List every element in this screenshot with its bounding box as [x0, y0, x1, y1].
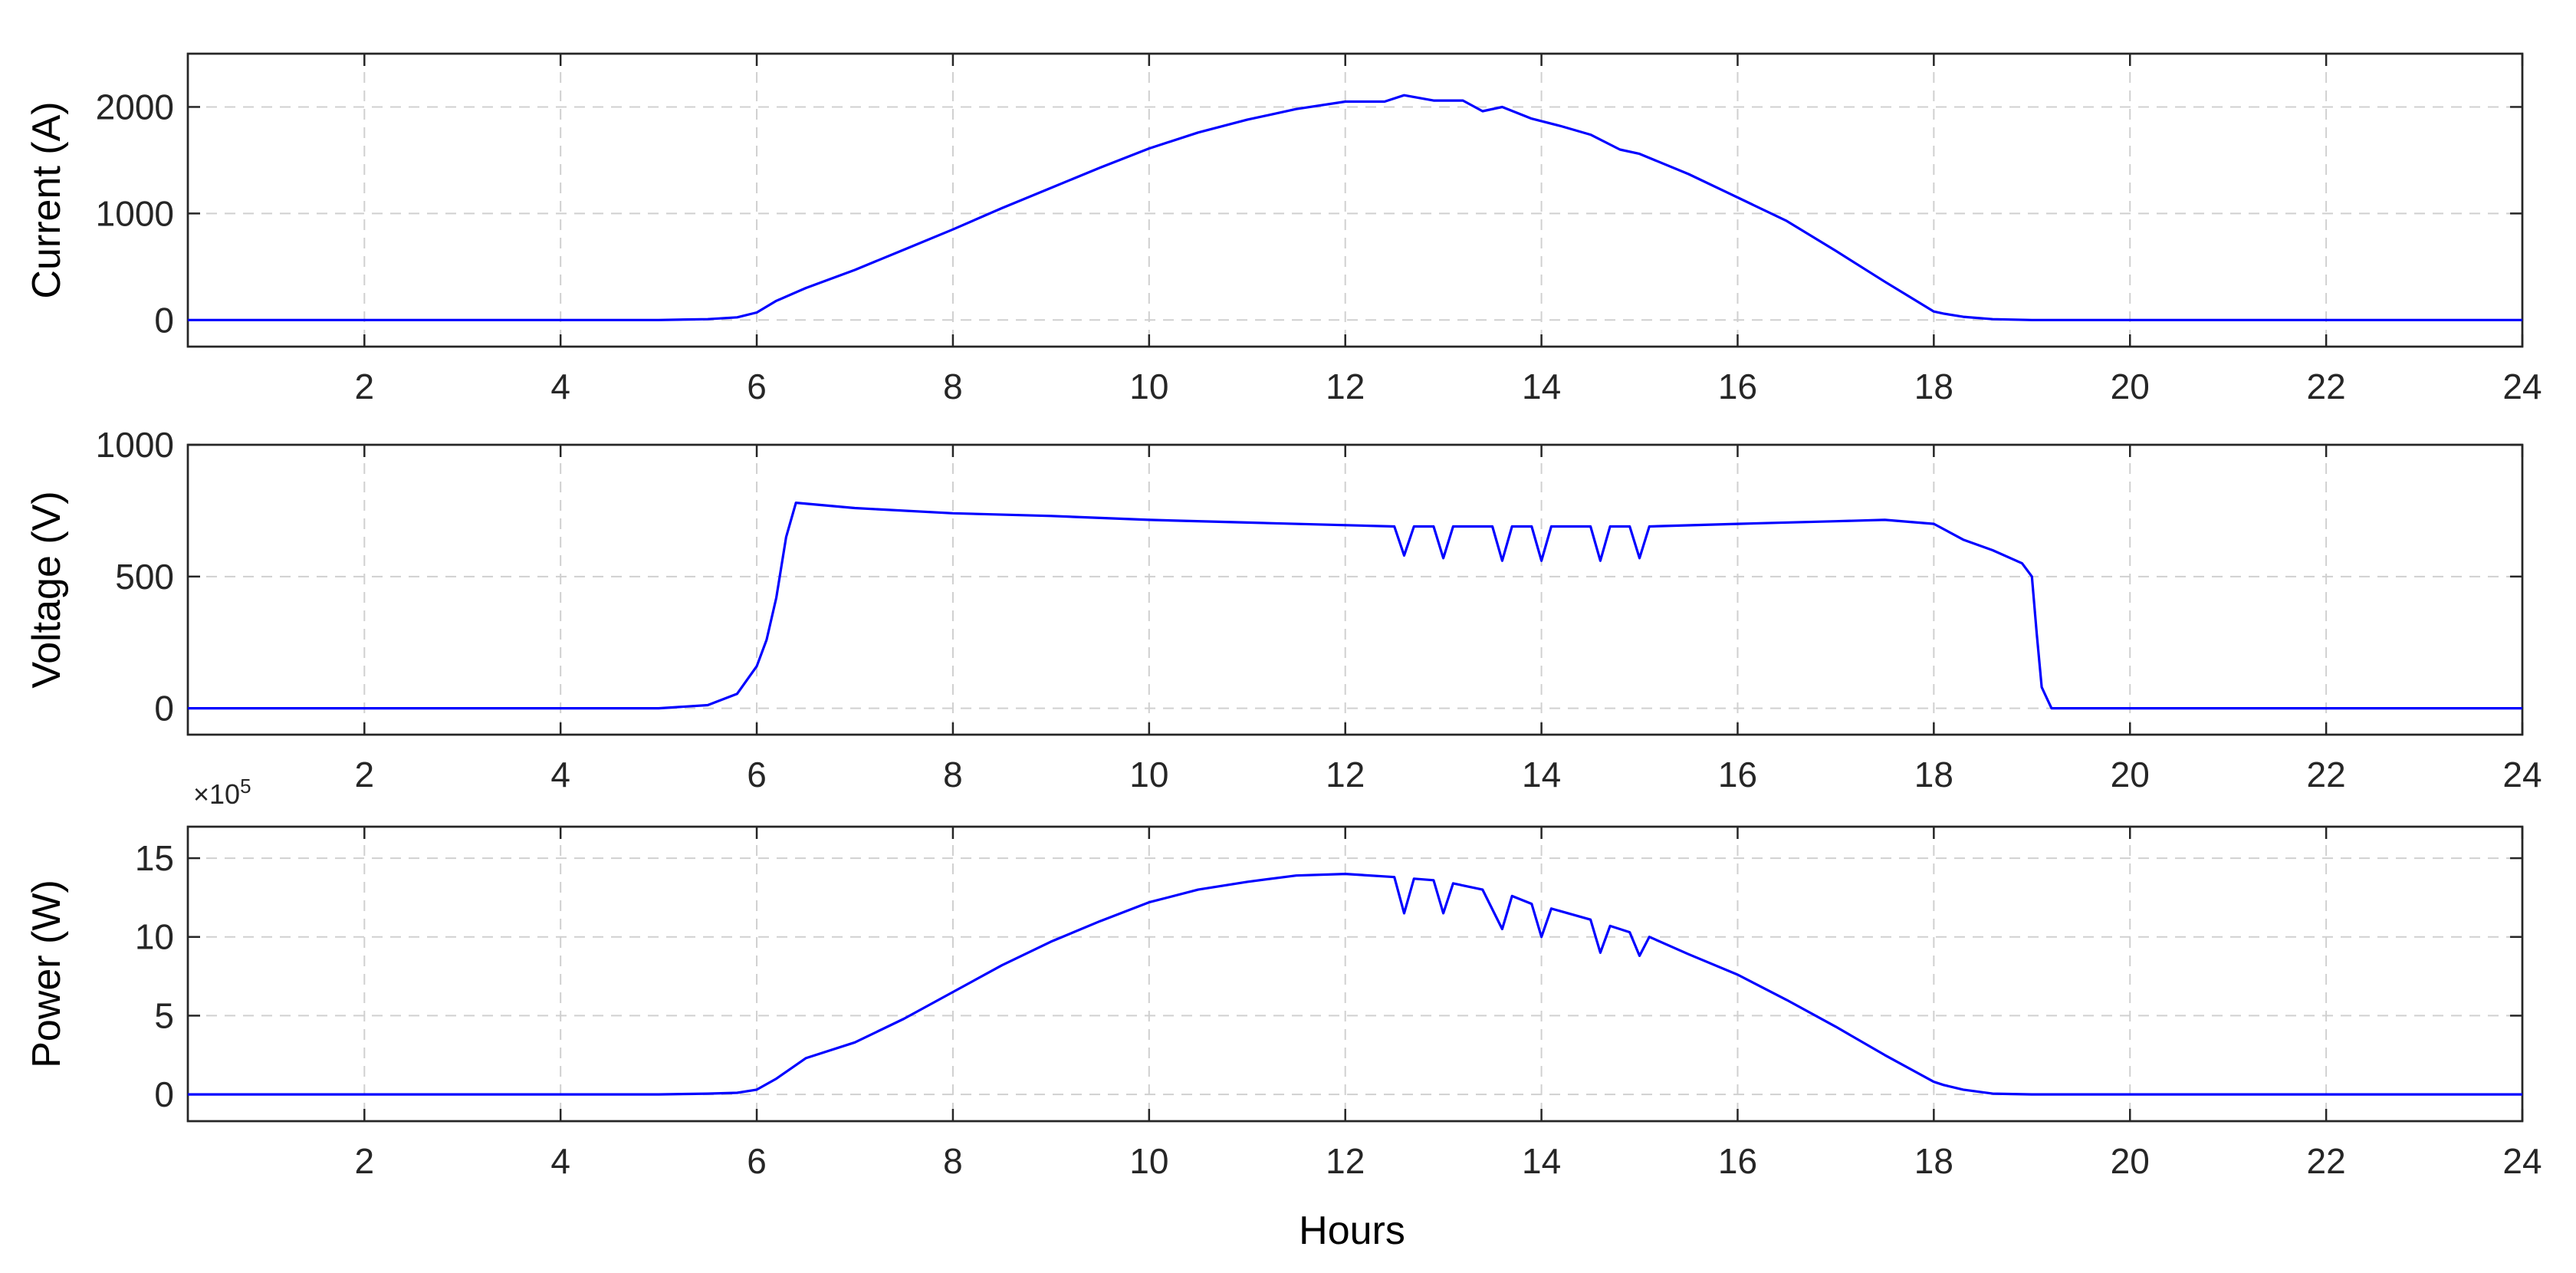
exponent-base: ×10 [193, 778, 240, 810]
power-frame [186, 825, 2524, 1123]
power-xtick-label: 10 [1129, 1141, 1168, 1181]
voltage-xtick-label: 2 [354, 755, 374, 794]
power-xtick-label: 18 [1914, 1141, 1953, 1181]
voltage-frame [186, 443, 2524, 736]
voltage-xtick-label: 24 [2502, 755, 2542, 794]
power-xtick-label: 6 [747, 1141, 767, 1181]
power-xtick-label: 20 [2111, 1141, 2150, 1181]
current-xtick-label: 16 [1718, 367, 1757, 406]
voltage-plot-area [186, 443, 2524, 736]
power-ytick-label: 0 [154, 1074, 174, 1114]
current-xtick-label: 2 [354, 367, 374, 406]
voltage-xtick-label: 14 [1522, 755, 1561, 794]
power-ylabel: Power (W) [25, 880, 69, 1068]
current-ytick-label: 2000 [96, 87, 174, 127]
current-xtick-label: 14 [1522, 367, 1561, 406]
voltage-ytick-label: 500 [115, 557, 174, 597]
power-series-line [188, 872, 2522, 1096]
power-xtick-label: 24 [2502, 1141, 2542, 1181]
current-ytick-label: 1000 [96, 193, 174, 233]
current-plot-area [186, 52, 2524, 348]
power-ytick-label: 15 [135, 838, 174, 878]
current-frame [186, 52, 2524, 348]
power-ytick-label: 10 [135, 917, 174, 957]
voltage-ylabel: Voltage (V) [25, 491, 69, 688]
power-ytick-label: 5 [154, 995, 174, 1035]
power-xtick-label: 2 [354, 1141, 374, 1181]
voltage-ytick-label: 1000 [96, 425, 174, 465]
voltage-xtick-label: 10 [1129, 755, 1168, 794]
voltage-xtick-label: 8 [943, 755, 963, 794]
current-xtick-label: 8 [943, 367, 963, 406]
power-xtick-label: 22 [2307, 1141, 2346, 1181]
power-xtick-label: 8 [943, 1141, 963, 1181]
current-xtick-label: 6 [747, 367, 767, 406]
current-series-line [188, 94, 2522, 321]
voltage-xtick-label: 6 [747, 755, 767, 794]
voltage-xtick-label: 16 [1718, 755, 1757, 794]
voltage-xtick-label: 18 [1914, 755, 1953, 794]
power-xtick-label: 14 [1522, 1141, 1561, 1181]
power-xtick-label: 16 [1718, 1141, 1757, 1181]
exponent-power: 5 [240, 775, 251, 798]
current-xtick-label: 20 [2111, 367, 2150, 406]
power-plot-area [186, 825, 2524, 1123]
current-xtick-label: 18 [1914, 367, 1953, 406]
voltage-xtick-label: 20 [2111, 755, 2150, 794]
current-xtick-label: 24 [2502, 367, 2542, 406]
current-ytick-label: 0 [154, 300, 174, 340]
power-xtick-label: 4 [550, 1141, 570, 1181]
voltage-ytick-label: 0 [154, 689, 174, 729]
voltage-series-line [188, 501, 2522, 710]
power-xtick-label: 12 [1326, 1141, 1365, 1181]
current-xtick-label: 10 [1129, 367, 1168, 406]
power-exponent-label: ×105 [193, 775, 251, 810]
voltage-xtick-label: 12 [1326, 755, 1365, 794]
voltage-xtick-label: 4 [550, 755, 570, 794]
current-xtick-label: 22 [2307, 367, 2346, 406]
voltage-xtick-label: 22 [2307, 755, 2346, 794]
current-ylabel: Current (A) [25, 101, 69, 298]
current-xtick-label: 4 [550, 367, 570, 406]
power-xlabel: Hours [1299, 1209, 1405, 1253]
current-xtick-label: 12 [1326, 367, 1365, 406]
